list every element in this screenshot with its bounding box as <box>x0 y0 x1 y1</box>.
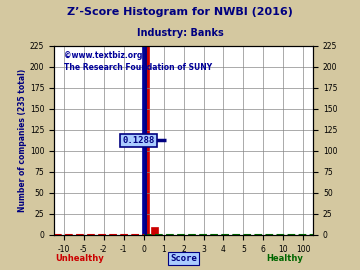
Bar <box>151 227 158 235</box>
Y-axis label: Number of companies (235 total): Number of companies (235 total) <box>18 69 27 212</box>
Text: Industry: Banks: Industry: Banks <box>137 28 223 38</box>
Text: Healthy: Healthy <box>266 254 303 263</box>
Bar <box>143 46 149 235</box>
Text: The Research Foundation of SUNY: The Research Foundation of SUNY <box>64 63 212 72</box>
Text: ©www.textbiz.org: ©www.textbiz.org <box>64 52 142 60</box>
Text: Score: Score <box>170 254 197 263</box>
Text: Unhealthy: Unhealthy <box>55 254 104 263</box>
Bar <box>142 46 145 235</box>
Text: 0.1288: 0.1288 <box>122 136 154 145</box>
Text: Z’-Score Histogram for NWBI (2016): Z’-Score Histogram for NWBI (2016) <box>67 7 293 17</box>
